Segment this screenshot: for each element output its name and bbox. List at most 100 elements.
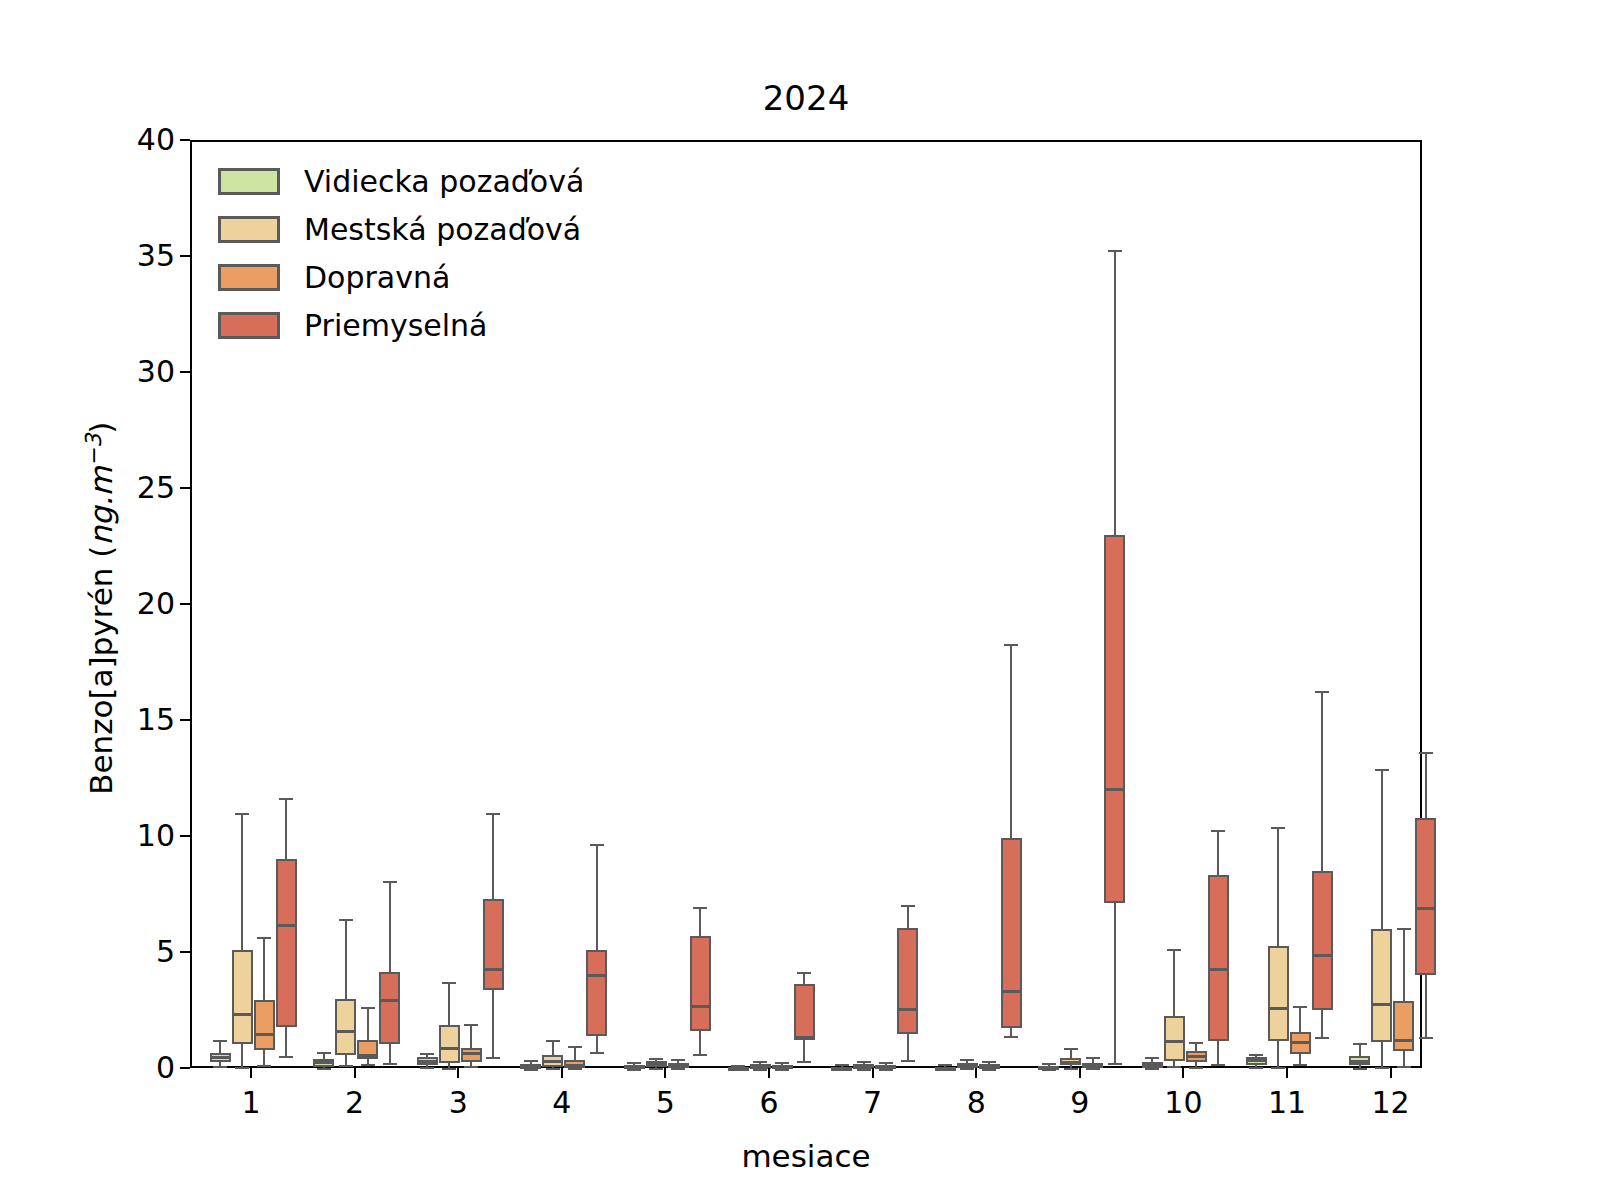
whisker-cap-high (339, 919, 353, 921)
x-tick-label: 4 (522, 1088, 602, 1118)
whisker-cap-low (317, 1068, 331, 1070)
whisker-cap-low (1145, 1068, 1159, 1070)
whisker-cap-high (317, 1052, 331, 1054)
y-tick-mark (180, 487, 190, 489)
whisker-cap-low (442, 1068, 456, 1070)
whisker-cap-high (546, 1040, 560, 1042)
median-line (1248, 1059, 1265, 1062)
whisker-cap-high (1108, 250, 1122, 252)
whisker-cap-high (649, 1058, 663, 1060)
median-line (833, 1067, 850, 1070)
y-tick-mark (180, 603, 190, 605)
box-Priemyselná-m10 (1208, 875, 1229, 1042)
x-tick-mark (1390, 1068, 1392, 1078)
x-tick-mark (457, 1068, 459, 1078)
whisker-cap-high (257, 937, 271, 939)
whisker-cap-low (1211, 1064, 1225, 1066)
median-line (1040, 1066, 1057, 1069)
whisker-cap-high (568, 1046, 582, 1048)
whisker-cap-low (982, 1069, 996, 1071)
box-Priemyselná-m7 (897, 928, 918, 1034)
x-tick-label: 6 (729, 1088, 809, 1118)
y-tick-label: 25 (95, 473, 175, 503)
median-line (1292, 1041, 1309, 1044)
x-tick-mark (975, 1068, 977, 1078)
median-line (1373, 1003, 1390, 1006)
legend-label-vidiecka: Vidiecka pozaďová (304, 164, 584, 199)
whisker-cap-low (235, 1067, 249, 1069)
x-tick-label: 11 (1247, 1088, 1327, 1118)
median-line (212, 1056, 229, 1059)
whisker-cap-high (1189, 1042, 1203, 1044)
median-line (234, 1013, 251, 1016)
whisker-cap-low (546, 1068, 560, 1070)
median-line (1395, 1039, 1412, 1042)
x-tick-label: 5 (625, 1088, 705, 1118)
legend-item-dopravna: Dopravná (218, 260, 584, 295)
whisker-cap-low (257, 1065, 271, 1067)
median-line (566, 1064, 583, 1067)
legend: Vidiecka pozaďová Mestská pozaďová Dopra… (218, 164, 584, 343)
whisker-cap-low (753, 1069, 767, 1071)
median-line (899, 1008, 916, 1011)
median-line (588, 974, 605, 977)
legend-swatch-dopravna (218, 264, 280, 291)
y-tick-mark (180, 951, 190, 953)
x-tick-mark (250, 1068, 252, 1078)
whisker-cap-low (1293, 1064, 1307, 1066)
box-Priemyselná-m6 (794, 984, 815, 1040)
median-line (959, 1065, 976, 1068)
box-Dopravná-m1 (254, 1000, 275, 1050)
y-axis-label-prefix: Benzo[a]pyrén ( (83, 546, 119, 795)
box-Priemyselná-m12 (1415, 818, 1436, 975)
x-tick-label: 9 (1040, 1088, 1120, 1118)
legend-item-priemyselna: Priemyselná (218, 308, 584, 343)
y-tick-label: 10 (95, 821, 175, 851)
whisker-cap-high (775, 1062, 789, 1064)
whisker-cap-high (279, 798, 293, 800)
plot-area: Vidiecka pozaďová Mestská pozaďová Dopra… (190, 140, 1422, 1068)
median-line (877, 1066, 894, 1069)
whisker-cap-low (649, 1068, 663, 1070)
median-line (796, 1036, 813, 1039)
box-Dopravná-m3 (461, 1048, 482, 1062)
median-line (381, 999, 398, 1002)
median-line (1210, 968, 1227, 971)
whisker-cap-high (960, 1059, 974, 1061)
whisker-cap-low (1249, 1067, 1263, 1069)
x-tick-mark (768, 1068, 770, 1078)
y-tick-mark (180, 835, 190, 837)
whisker-cap-high (464, 1024, 478, 1026)
legend-item-mestska: Mestská pozaďová (218, 212, 584, 247)
whisker-cap-low (797, 1061, 811, 1063)
whisker-cap-high (1353, 1043, 1367, 1045)
median-line (1417, 907, 1434, 910)
whisker-cap-low (568, 1068, 582, 1070)
whisker-cap-high (1004, 644, 1018, 646)
x-tick-mark (354, 1068, 356, 1078)
x-axis-label: mesiace (190, 1138, 1422, 1174)
whisker-cap-high (486, 813, 500, 815)
legend-label-priemyselna: Priemyselná (304, 308, 488, 343)
whisker-cap-low (361, 1064, 375, 1066)
median-line (648, 1063, 665, 1066)
whisker-cap-high (753, 1061, 767, 1063)
median-line (522, 1066, 539, 1069)
whisker-cap-high (361, 1007, 375, 1009)
median-line (981, 1066, 998, 1069)
box-Priemyselná-m4 (586, 950, 607, 1036)
box-Priemyselná-m1 (276, 859, 297, 1027)
whisker-cap-high (1042, 1063, 1056, 1065)
whisker-cap-high (879, 1062, 893, 1064)
x-tick-mark (561, 1068, 563, 1078)
median-line (441, 1047, 458, 1050)
whisker-cap-high (1211, 830, 1225, 832)
x-tick-label: 8 (936, 1088, 1016, 1118)
median-line (419, 1060, 436, 1063)
whisker-cap-low (901, 1060, 915, 1062)
x-tick-label: 12 (1351, 1088, 1431, 1118)
median-line (359, 1054, 376, 1057)
whisker-cap-low (693, 1054, 707, 1056)
whisker-cap-low (1315, 1037, 1329, 1039)
median-line (1062, 1061, 1079, 1064)
